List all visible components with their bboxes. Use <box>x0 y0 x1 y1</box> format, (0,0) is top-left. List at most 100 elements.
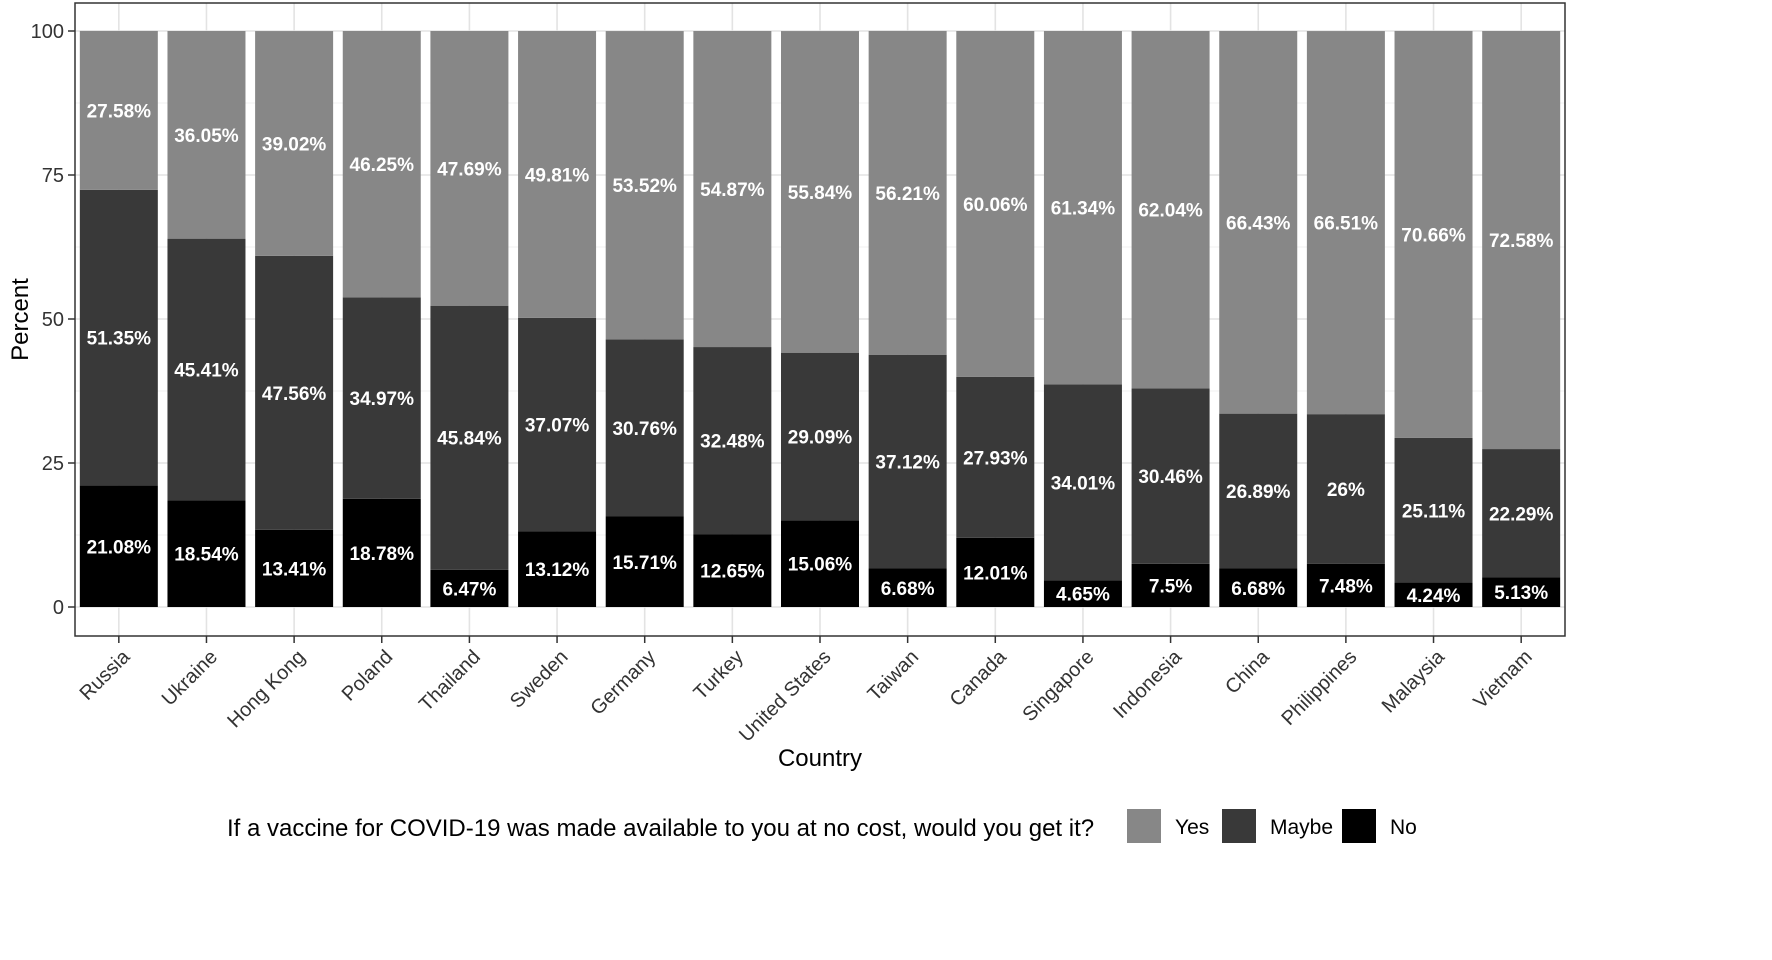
y-axis-title: Percent <box>7 278 34 361</box>
bar-label-yes: 53.52% <box>612 176 677 197</box>
bar-no <box>167 500 246 607</box>
bar-no <box>605 516 684 607</box>
bar-no <box>781 520 859 607</box>
bar-maybe <box>79 189 158 486</box>
y-tick-label: 0 <box>53 597 64 619</box>
bar-maybe <box>956 376 1035 538</box>
bar-yes <box>605 31 684 340</box>
bar-maybe <box>868 354 947 569</box>
bar-yes <box>430 31 509 306</box>
bar-label-yes: 60.06% <box>963 195 1028 216</box>
bar-yes <box>255 31 334 256</box>
bar-maybe <box>781 352 859 521</box>
bar-label-yes: 70.66% <box>1401 225 1466 246</box>
bar-label-yes: 36.05% <box>174 126 239 147</box>
bar-label-no: 13.12% <box>525 560 590 581</box>
legend-label-maybe: Maybe <box>1270 816 1333 839</box>
legend-key-yes <box>1127 809 1161 843</box>
legend-key-no <box>1342 809 1376 843</box>
y-tick-label: 75 <box>42 165 64 187</box>
bar-label-no: 7.48% <box>1319 576 1373 597</box>
bar-label-maybe: 37.12% <box>875 453 940 474</box>
bar-label-yes: 27.58% <box>87 101 152 122</box>
bar-label-yes: 61.34% <box>1051 199 1116 220</box>
bar-label-no: 6.68% <box>1231 579 1285 600</box>
bar-no <box>518 531 597 607</box>
bar-no <box>430 569 509 607</box>
legend-title: If a vaccine for COVID-19 was made avail… <box>227 815 1094 842</box>
bar-label-no: 18.78% <box>350 544 415 565</box>
bar-maybe <box>342 297 421 499</box>
bar-label-maybe: 26% <box>1327 480 1365 501</box>
bar-label-no: 4.65% <box>1056 585 1110 606</box>
bar-label-maybe: 51.35% <box>87 329 152 350</box>
bar-yes <box>518 31 597 318</box>
bar-label-maybe: 47.56% <box>262 384 327 405</box>
bar-label-yes: 72.58% <box>1489 231 1554 252</box>
bar-no <box>1043 580 1122 607</box>
bar-maybe <box>1394 437 1473 583</box>
bar-yes <box>342 31 421 298</box>
bar-yes <box>1306 31 1385 415</box>
bar-label-maybe: 45.41% <box>174 360 239 381</box>
bar-yes <box>1131 31 1210 389</box>
bar-yes <box>167 31 246 239</box>
bar-label-yes: 66.43% <box>1226 213 1291 234</box>
bar-label-maybe: 32.48% <box>700 432 765 453</box>
bar-label-no: 4.24% <box>1407 586 1461 607</box>
bar-yes <box>693 31 772 348</box>
bar-label-yes: 47.69% <box>437 159 502 180</box>
bar-label-maybe: 27.93% <box>963 448 1028 469</box>
y-axis: 0 25 50 75 100 <box>31 21 75 619</box>
bar-label-no: 12.65% <box>700 562 765 583</box>
bar-label-no: 18.54% <box>174 545 239 566</box>
bar-no <box>868 568 947 607</box>
bar-label-no: 15.71% <box>612 553 677 574</box>
bar-no <box>1482 577 1561 607</box>
bar-yes <box>781 31 859 353</box>
bar-label-yes: 54.87% <box>700 180 765 201</box>
bar-no <box>956 537 1035 607</box>
bar-no <box>693 534 772 607</box>
bar-no <box>1306 563 1385 607</box>
x-axis-title: Country <box>778 745 862 772</box>
bar-label-maybe: 25.11% <box>1402 501 1465 522</box>
bar-maybe <box>693 347 772 535</box>
bar-label-maybe: 30.46% <box>1138 467 1203 488</box>
bar-maybe <box>605 339 684 517</box>
bar-label-yes: 39.02% <box>262 134 327 155</box>
bar-label-yes: 62.04% <box>1138 201 1203 222</box>
legend-key-maybe <box>1222 809 1256 843</box>
bar-maybe <box>518 317 597 532</box>
bar-no <box>255 529 334 607</box>
bar-label-maybe: 45.84% <box>437 429 502 450</box>
bar-no <box>1131 563 1210 607</box>
y-tick-label: 50 <box>42 309 64 331</box>
bar-label-no: 6.47% <box>442 579 496 600</box>
bar-maybe <box>1219 413 1298 569</box>
bar-no <box>1219 568 1298 607</box>
legend: If a vaccine for COVID-19 was made avail… <box>227 809 1417 843</box>
bar-label-maybe: 37.07% <box>525 416 590 437</box>
bar-label-no: 13.41% <box>262 559 327 580</box>
bar-yes <box>868 30 947 355</box>
bars <box>79 30 1561 607</box>
bar-maybe <box>1306 414 1385 564</box>
bar-label-maybe: 22.29% <box>1489 504 1554 525</box>
bar-yes <box>1482 31 1561 450</box>
bar-label-no: 7.5% <box>1149 576 1192 597</box>
bar-yes <box>79 30 158 190</box>
bar-no <box>1394 582 1473 607</box>
bar-label-maybe: 30.76% <box>612 419 677 440</box>
bar-label-no: 15.06% <box>788 555 853 576</box>
bar-maybe <box>430 305 509 570</box>
bar-label-yes: 56.21% <box>875 184 940 205</box>
bar-label-no: 21.08% <box>87 537 152 558</box>
bar-maybe <box>167 238 246 501</box>
bar-yes <box>1043 31 1122 385</box>
y-tick-label: 25 <box>42 453 64 475</box>
bar-label-no: 6.68% <box>881 579 935 600</box>
bar-maybe <box>1131 388 1210 564</box>
bar-maybe <box>255 255 334 530</box>
